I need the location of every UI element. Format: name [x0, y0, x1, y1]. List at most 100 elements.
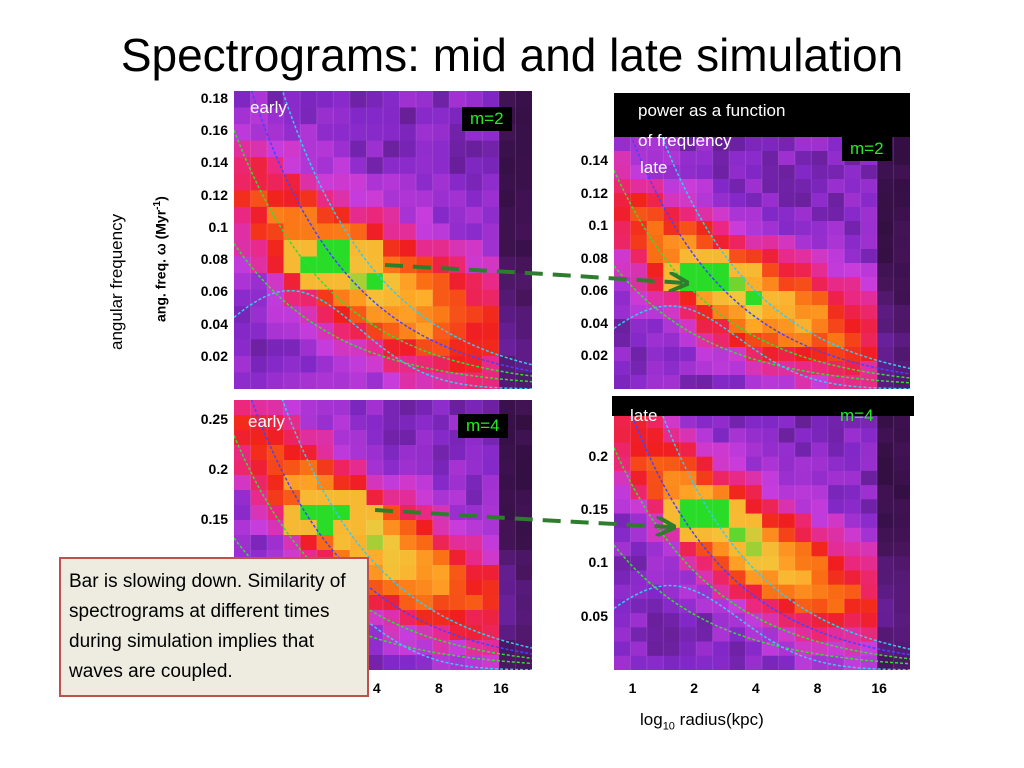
heatmap-cell: [811, 305, 829, 320]
heatmap-cell: [827, 235, 845, 250]
heatmap-cell: [663, 277, 681, 292]
heatmap-cell: [498, 445, 516, 461]
heatmap-cell: [679, 485, 697, 500]
heatmap-cell: [877, 442, 895, 458]
heatmap-cell: [696, 165, 714, 180]
heatmap-cell: [300, 535, 318, 551]
heatmap-cell: [679, 375, 697, 389]
heatmap-cell: [383, 490, 401, 506]
heatmap-cell: [646, 556, 664, 571]
heatmap-cell: [465, 190, 483, 208]
heatmap-cell: [794, 137, 812, 152]
heatmap-cell: [630, 556, 648, 571]
heatmap-cell: [267, 140, 285, 158]
heatmap-cell: [630, 263, 648, 278]
heatmap-cell: [827, 277, 845, 292]
heatmap-cell: [745, 165, 763, 180]
heatmap-cell: [416, 372, 434, 389]
heatmap-cell: [333, 240, 351, 258]
heatmap-cell: [465, 240, 483, 258]
heatmap-cell: [827, 442, 845, 458]
heatmap-cell: [663, 263, 681, 278]
heatmap-cell: [366, 490, 384, 506]
heatmap-cell: [432, 490, 450, 506]
heatmap-cell: [349, 415, 367, 431]
x-tick-label: 16: [493, 680, 509, 696]
heatmap-cell: [300, 173, 318, 191]
heatmap-cell: [679, 570, 697, 586]
heatmap-cell: [399, 240, 417, 258]
heatmap-cell: [614, 193, 631, 208]
heatmap-cell: [498, 372, 516, 389]
heatmap-cell: [498, 306, 516, 324]
heatmap-cell: [316, 445, 334, 461]
heatmap-cell: [349, 520, 367, 536]
heatmap-cell: [794, 165, 812, 180]
heatmap-cell: [515, 355, 532, 373]
heatmap-cell: [300, 91, 318, 109]
heatmap-cell: [811, 375, 829, 389]
heatmap-cell: [399, 190, 417, 208]
heatmap-cell: [333, 124, 351, 142]
heatmap-cell: [482, 580, 500, 596]
heatmap-cell: [762, 470, 779, 486]
heatmap-cell: [811, 442, 829, 458]
heatmap-cell: [416, 550, 434, 566]
heatmap-cell: [366, 223, 384, 241]
heatmap-cell: [696, 221, 714, 236]
heatmap-cell: [696, 470, 714, 486]
heatmap-cell: [234, 206, 252, 224]
heatmap-cell: [729, 442, 747, 458]
heatmap-cell: [498, 339, 516, 357]
heatmap-cell: [860, 428, 878, 443]
heatmap-cell: [729, 361, 747, 376]
heatmap-cell: [745, 193, 763, 208]
heatmap-cell: [300, 400, 318, 416]
heatmap-cell: [827, 456, 845, 472]
heatmap-cell: [778, 193, 796, 208]
heatmap-cell: [366, 655, 384, 670]
heatmap-cell: [794, 470, 812, 486]
heatmap-cell: [877, 249, 895, 264]
heatmap-cell: [811, 277, 829, 292]
heatmap-cell: [614, 655, 631, 670]
heatmap-cell: [366, 460, 384, 476]
heatmap-cell: [366, 400, 384, 416]
heatmap-cell: [877, 485, 895, 500]
heatmap-cell: [762, 513, 779, 529]
heatmap-cell: [366, 124, 384, 142]
heatmap-cell: [449, 580, 467, 596]
heatmap-cell: [614, 485, 631, 500]
heatmap-cell: [349, 490, 367, 506]
heatmap-cell: [778, 179, 796, 194]
heatmap-cell: [696, 277, 714, 292]
heatmap-cell: [498, 535, 516, 551]
heatmap-cell: [712, 414, 730, 429]
heatmap-cell: [729, 641, 747, 657]
heatmap-cell: [762, 485, 779, 500]
heatmap-cell: [449, 223, 467, 241]
heatmap-cell: [794, 442, 812, 458]
heatmap-cell: [515, 240, 532, 258]
heatmap-cell: [349, 430, 367, 446]
heatmap-cell: [333, 460, 351, 476]
heatmap-cell: [778, 235, 796, 250]
heatmap-cell: [663, 499, 681, 515]
heatmap-cell: [515, 91, 532, 109]
heatmap-cell: [416, 610, 434, 626]
heatmap-cell: [630, 347, 648, 362]
heatmap-cell: [696, 347, 714, 362]
heatmap-cell: [762, 527, 779, 543]
heatmap-cell: [515, 107, 532, 125]
heatmap-cell: [399, 610, 417, 626]
heatmap-cell: [333, 505, 351, 521]
heatmap-cell: [630, 414, 648, 429]
heatmap-cell: [234, 535, 252, 551]
heatmap-cell: [663, 333, 681, 348]
heatmap-cell: [745, 470, 763, 486]
heatmap-cell: [399, 140, 417, 158]
heatmap-cell: [663, 513, 681, 529]
heatmap-cell: [762, 263, 779, 278]
mode-label-top-left: m=2: [462, 107, 512, 131]
heatmap-cell: [663, 414, 681, 429]
